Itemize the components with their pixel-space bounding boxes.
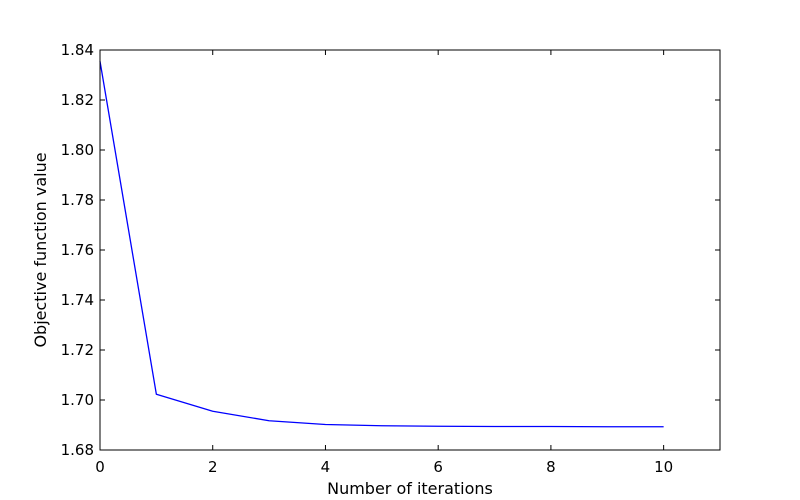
plot-background bbox=[100, 50, 720, 450]
y-tick-label: 1.78 bbox=[61, 191, 94, 209]
plot-area bbox=[100, 50, 720, 450]
x-tick-label: 2 bbox=[208, 458, 218, 476]
y-tick-label: 1.84 bbox=[61, 41, 94, 59]
series-line-objective bbox=[99, 61, 664, 428]
axes-layer: 0 2 4 6 8 10 1.68 1.70 1.72 1.74 1.76 1.78 1.80 1.82 1… bbox=[61, 41, 721, 476]
y-tick-label: 1.76 bbox=[61, 241, 94, 259]
y-tick-label: 1.72 bbox=[61, 341, 94, 359]
y-tick-label: 1.74 bbox=[61, 291, 94, 309]
y-tick-label: 1.82 bbox=[61, 91, 94, 109]
x-tick-label: 0 bbox=[95, 458, 105, 476]
x-tick-label: 4 bbox=[321, 458, 331, 476]
x-axis-title: Number of iterations bbox=[327, 479, 493, 498]
x-tick-label: 6 bbox=[433, 458, 443, 476]
y-tick-label: 1.80 bbox=[61, 141, 94, 159]
x-tick-label: 8 bbox=[546, 458, 556, 476]
x-tick-label: 10 bbox=[654, 458, 673, 476]
series-layer bbox=[99, 61, 664, 428]
y-axis-title: Objective function value bbox=[31, 152, 50, 347]
y-tick-label: 1.68 bbox=[61, 441, 94, 459]
y-tick-label: 1.70 bbox=[61, 391, 94, 409]
